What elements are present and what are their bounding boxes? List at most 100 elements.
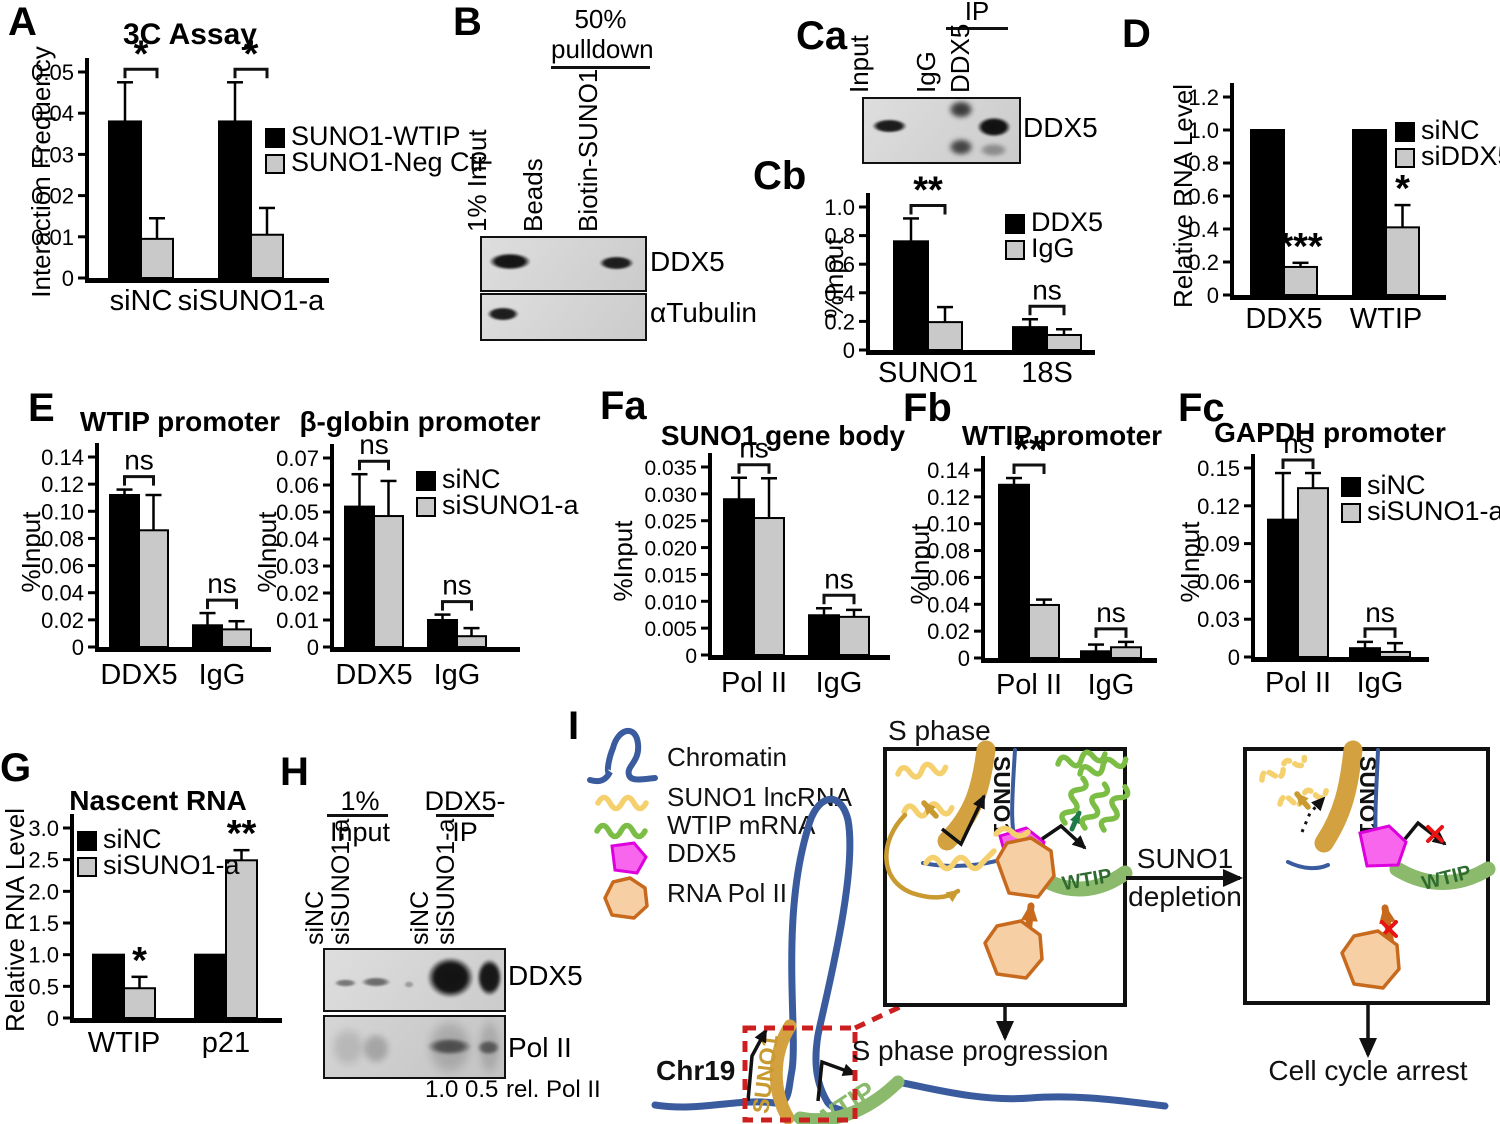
legend-polii-label: RNA Pol II xyxy=(667,878,787,908)
blot-Ca-header: IP xyxy=(946,0,1008,30)
protein-band xyxy=(871,119,908,134)
y-tick-label: 0.6 xyxy=(824,252,855,277)
y-tick-label: 0 xyxy=(685,645,697,668)
rna-pol-ii-incoming-box1 xyxy=(983,919,1044,980)
y-tick-label: 0 xyxy=(62,266,74,291)
bar-DDX5-SUNO1 xyxy=(893,240,929,352)
blot-B-lane-2-label: Beads xyxy=(518,158,548,232)
legend-label: SUNO1-WTIP xyxy=(291,121,461,151)
sig-label: ns xyxy=(824,563,854,594)
bar-siSUNO1-a-Pol II xyxy=(753,517,785,656)
sig-label: ns xyxy=(1096,597,1126,628)
sig-label: * xyxy=(244,33,259,75)
y-tick-label: 0.06 xyxy=(927,565,970,590)
blot-H-lane-4-label: siSUNO1-a xyxy=(432,818,460,945)
bar-siNC-IgG xyxy=(192,624,223,648)
bar-IgG-18S xyxy=(1046,333,1082,351)
sig-bracket xyxy=(206,598,238,610)
blot-H-underline-ip xyxy=(436,814,494,817)
chart-E1: 00.020.040.06 0.080.100.120.14 %Input WTIP … xyxy=(16,406,280,691)
bar-SUNO1-WTIP-siNC xyxy=(108,120,142,279)
model-diagram: Chromatin SUNO1 lncRNA WTIP mRNA DDX5 RN… xyxy=(587,715,1496,1124)
y-tick-label: 0.08 xyxy=(41,526,84,551)
reduced-suno1-transcription-arrow xyxy=(1294,791,1311,810)
rna-pol-ii-engaged-box1 xyxy=(995,836,1056,899)
sig-label: ** xyxy=(1014,429,1044,471)
bar-siSUNO1-a-IgG xyxy=(838,615,870,656)
category-label: SUNO1 xyxy=(878,357,978,389)
y-tick-label: 0.06 xyxy=(276,473,319,498)
y-tick-label: 0.12 xyxy=(927,485,970,510)
bar-siDDX5-WTIP xyxy=(1385,226,1420,297)
tss-arrow-wtip-bottom xyxy=(816,1059,857,1102)
category-label: siSUNO1-a xyxy=(178,285,326,317)
legend-swatch-siNC xyxy=(77,831,97,851)
y-tick-label: 0.12 xyxy=(1197,494,1240,519)
y-tick-label: 0.4 xyxy=(1188,217,1219,242)
sig-bracket xyxy=(1281,458,1315,470)
sig-label: ns xyxy=(739,433,769,464)
chart-E2: 00.010.020.030.040.050.060.07 %Input β-glo… xyxy=(252,406,580,691)
blot-B-lane-3-label: Biotin-SUNO1 xyxy=(573,68,603,232)
bar-SUNO1-Neg Ctr-siSUNO1-a xyxy=(250,233,284,280)
protein-band xyxy=(427,957,474,998)
bar-siSUNO1-a-Pol II xyxy=(1028,603,1060,660)
sig-bracket xyxy=(1363,627,1397,638)
bar-siNC-IgG xyxy=(1349,647,1381,658)
y-tick-label: 0.05 xyxy=(276,500,319,525)
legend-swatch-siSUNO1-a xyxy=(1341,503,1361,523)
chart-title: Nascent RNA xyxy=(69,785,246,816)
y-tick-label: 0.4 xyxy=(824,281,855,306)
ddx5-icon xyxy=(610,841,648,875)
blot-H-header-input: 1% Input xyxy=(329,786,391,847)
suno1-gene-band-box2 xyxy=(1314,740,1363,853)
protein-band xyxy=(403,981,415,989)
chart-Cb: 0 0.2 0.4 0.6 0.8 1.0 %Input SUNO1 18S ** ns DDX5Ig… xyxy=(819,169,1103,389)
blot-Ca-lane-1-label: Input xyxy=(844,35,874,93)
sig-label: * xyxy=(132,940,147,982)
legend-swatch-IgG xyxy=(1005,240,1025,260)
legend-swatch-DDX5 xyxy=(1005,214,1025,234)
protein-band xyxy=(486,307,520,321)
y-tick-label: 1.0 xyxy=(28,943,59,968)
y-tick-label: 1.5 xyxy=(28,911,59,936)
chart-title: WTIP promoter xyxy=(962,420,1162,451)
blot-H-row-2-label: Pol II xyxy=(508,1032,572,1063)
zoom-region-connector xyxy=(853,1003,904,1031)
category-label: p21 xyxy=(202,1027,250,1059)
y-axis-label: %Input xyxy=(819,237,849,319)
y-tick-label: 0.04 xyxy=(276,527,319,552)
y-tick-label: 0.01 xyxy=(276,608,319,633)
s-phase-box-title: S phase xyxy=(888,715,991,746)
bar-siNC-DDX5 xyxy=(109,494,140,648)
suno1-lncrna-icon xyxy=(598,798,646,809)
protein-band xyxy=(330,1026,367,1068)
bar-siSUNO1-a-p21 xyxy=(225,859,258,1019)
category-label: WTIP xyxy=(88,1027,161,1059)
panel-label-Fc: Fc xyxy=(1178,386,1225,430)
category-label: DDX5 xyxy=(335,659,412,691)
y-tick-label: 2.0 xyxy=(28,879,59,904)
blot-H-quantification-values: 1.0 0.5 xyxy=(425,1076,499,1103)
y-tick-label: 0.6 xyxy=(1188,184,1219,209)
y-tick-label: 0.06 xyxy=(41,554,84,579)
bar-siNC-IgG xyxy=(1080,650,1112,659)
panel-label-Fb: Fb xyxy=(903,386,952,430)
y-tick-label: 0.05 xyxy=(31,60,74,85)
sig-bracket xyxy=(737,463,771,474)
category-label: IgG xyxy=(1357,667,1404,699)
panel-label-G: G xyxy=(0,746,32,790)
y-tick-label: 0.8 xyxy=(1188,151,1219,176)
wtip-mrna-icon xyxy=(597,826,645,837)
blot-Ca-lane-2-label: IgG xyxy=(911,51,941,93)
bar-siNC-WTIP xyxy=(92,953,125,1020)
y-tick-label: 0 xyxy=(1228,645,1240,670)
y-axis-label: %Input xyxy=(16,511,46,593)
bar-siSUNO1-a-IgG xyxy=(1110,646,1142,659)
y-tick-label: 0.04 xyxy=(31,101,74,126)
legend-label: SUNO1-Neg Ctr xyxy=(291,147,486,177)
depletion-label-line2: depletion xyxy=(1128,881,1242,912)
